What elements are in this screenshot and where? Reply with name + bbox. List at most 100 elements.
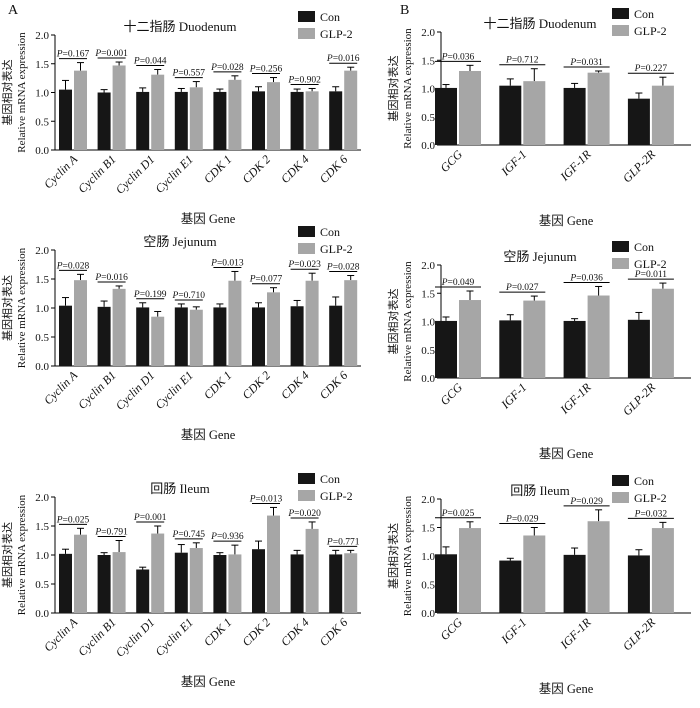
a-duodenum-bar-con [290, 91, 304, 150]
a-duodenum-y-tick-label: 0.5 [35, 116, 49, 128]
b-jejunum-bar-glp2 [523, 300, 546, 378]
a-ileum-y-tick-label: 1.0 [35, 550, 49, 562]
a-jejunum-pvalue-label: P=0.199 [133, 290, 167, 300]
a-ileum-pvalue-label: P=0.025 [56, 515, 90, 525]
a-jejunum-pvalue-label: P=0.028 [326, 263, 360, 273]
b-ileum-bar-glp2 [459, 528, 481, 613]
b-jejunum-bar-glp2 [459, 300, 481, 378]
b-duodenum-x-tick-label: IGF-1R [557, 147, 594, 184]
b-duodenum-pvalue-label: P=0.712 [505, 56, 539, 66]
b-jejunum-y-tick-label: 1.0 [421, 317, 435, 329]
a-duodenum-pvalue-label: P=0.256 [249, 65, 283, 75]
b-jejunum-y-tick-label: 0.0 [421, 373, 435, 385]
a-ileum-bar-con [174, 552, 188, 613]
a-ileum-bar-con [329, 554, 343, 613]
a-jejunum-x-tick-label: Cyclin B1 [75, 368, 119, 412]
b-duodenum-y-tick-label: 1.5 [421, 55, 435, 67]
a-duodenum-pvalue-label: P=0.016 [326, 54, 360, 64]
a-ileum-legend-glp2-label: GLP-2 [320, 489, 353, 503]
b-duodenum-xlabel: 基因 Gene [539, 214, 594, 228]
a-ileum-bar-con [136, 569, 150, 613]
a-ileum-bar-con [290, 554, 304, 613]
b-jejunum-legend-con-swatch [612, 241, 629, 252]
a-duodenum-ylabel-cn: 基因相对表达 [0, 60, 14, 126]
a-jejunum-y-tick-label: 2.0 [35, 245, 49, 257]
b-jejunum-bar-con [627, 319, 650, 378]
b-ileum-xlabel: 基因 Gene [539, 682, 594, 696]
a-jejunum-bar-con [329, 305, 343, 366]
b-duodenum-pvalue-label: P=0.031 [569, 58, 603, 68]
a-duodenum-pvalue-label: P=0.044 [133, 57, 167, 67]
b-jejunum-pvalue-label: P=0.027 [505, 283, 539, 293]
a-ileum-legend-con-swatch [298, 473, 315, 484]
b-jejunum-title: 空肠 Jejunum [503, 249, 576, 264]
a-duodenum-pvalue-label: P=0.028 [210, 63, 244, 73]
a-duodenum-bar-con [136, 91, 150, 150]
a-jejunum-pvalue-label: P=0.028 [56, 261, 90, 271]
b-duodenum-y-tick-label: 2.0 [421, 27, 435, 39]
a-jejunum-legend-con-label: Con [320, 225, 340, 239]
b-duodenum-bar-glp2 [587, 72, 610, 145]
b-ileum-bar-con [627, 555, 650, 613]
a-duodenum-pvalue-label: P=0.557 [172, 69, 206, 79]
b-jejunum-bar-con [435, 320, 457, 378]
a-duodenum-x-tick-label: Cyclin B1 [75, 152, 119, 196]
a-jejunum-ylabel-en: Relative mRNA expression [16, 247, 28, 368]
b-duodenum-legend-con-swatch [612, 8, 629, 19]
b-jejunum-bar-glp2 [651, 288, 674, 378]
a-jejunum-ylabel-cn: 基因相对表达 [0, 275, 14, 341]
a-jejunum-pvalue-label: P=0.710 [172, 291, 206, 301]
a-jejunum-bar-glp2 [305, 280, 319, 366]
a-jejunum-bar-glp2 [112, 288, 126, 366]
b-ileum-legend-glp2-label: GLP-2 [634, 491, 667, 505]
a-ileum-x-tick-label: CDK 1 [201, 615, 235, 649]
a-ileum-legend-glp2-swatch [298, 490, 315, 501]
b-jejunum-bar-con [563, 320, 586, 378]
a-ileum-x-tick-label: CDK 2 [239, 615, 273, 649]
b-ileum-bar-glp2 [651, 528, 674, 613]
b-ileum-bar-con [563, 554, 586, 613]
b-ileum-legend-con-label: Con [634, 474, 654, 488]
b-jejunum-x-tick-label: IGF-1R [557, 380, 594, 417]
a-jejunum-bar-con [97, 306, 111, 366]
a-jejunum-x-tick-label: CDK 6 [317, 368, 351, 402]
a-duodenum-y-tick-label: 1.5 [35, 59, 49, 71]
b-ileum-y-tick-label: 1.5 [421, 523, 435, 535]
a-ileum-x-tick-label: Cyclin D1 [113, 615, 158, 660]
a-jejunum-bar-glp2 [74, 280, 87, 366]
b-ileum-bar-glp2 [523, 535, 546, 613]
a-ileum-bar-con [97, 555, 111, 613]
a-ileum-x-tick-label: Cyclin E1 [152, 615, 196, 659]
a-duodenum-legend-glp2-label: GLP-2 [320, 27, 353, 41]
a-ileum-pvalue-label: P=0.771 [326, 537, 360, 547]
b-duodenum-title: 十二指肠 Duodenum [483, 16, 596, 31]
a-duodenum-legend-glp2-swatch [298, 28, 315, 39]
a-jejunum-x-tick-label: Cyclin D1 [113, 368, 158, 413]
a-ileum-y-tick-label: 0.0 [35, 608, 49, 620]
b-jejunum-ylabel-en: Relative mRNA expression [402, 261, 414, 382]
a-ileum-bar-con [252, 549, 265, 613]
b-duodenum-bar-con [563, 87, 586, 145]
a-jejunum-legend-con-swatch [298, 226, 315, 237]
b-ileum-bar-glp2 [587, 521, 610, 613]
a-ileum-y-tick-label: 0.5 [35, 579, 49, 591]
b-jejunum-pvalue-label: P=0.036 [569, 273, 603, 283]
a-duodenum-bar-con [213, 91, 227, 150]
b-duodenum-legend-glp2-label: GLP-2 [634, 24, 667, 38]
b-ileum-bar-con [499, 560, 522, 613]
b-jejunum-x-tick-label: GCG [437, 380, 465, 408]
b-ileum-legend-con-swatch [612, 475, 629, 486]
b-ileum-y-tick-label: 0.5 [421, 580, 435, 592]
a-ileum-x-tick-label: Cyclin B1 [75, 615, 119, 659]
b-duodenum-x-tick-label: GCG [437, 147, 465, 175]
a-jejunum-bar-con [59, 305, 72, 366]
b-jejunum-ylabel-cn: 基因相对表达 [386, 289, 400, 355]
a-jejunum-x-tick-label: CDK 1 [201, 368, 235, 402]
b-duodenum-legend-glp2-swatch [612, 25, 629, 36]
b-jejunum-bar-con [499, 320, 522, 378]
a-ileum-bar-glp2 [267, 515, 280, 613]
b-ileum-y-tick-label: 1.0 [421, 551, 435, 563]
a-duodenum-x-tick-label: Cyclin E1 [152, 152, 196, 196]
b-ileum-y-tick-label: 0.0 [421, 608, 435, 620]
a-ileum-pvalue-label: P=0.745 [172, 530, 206, 540]
